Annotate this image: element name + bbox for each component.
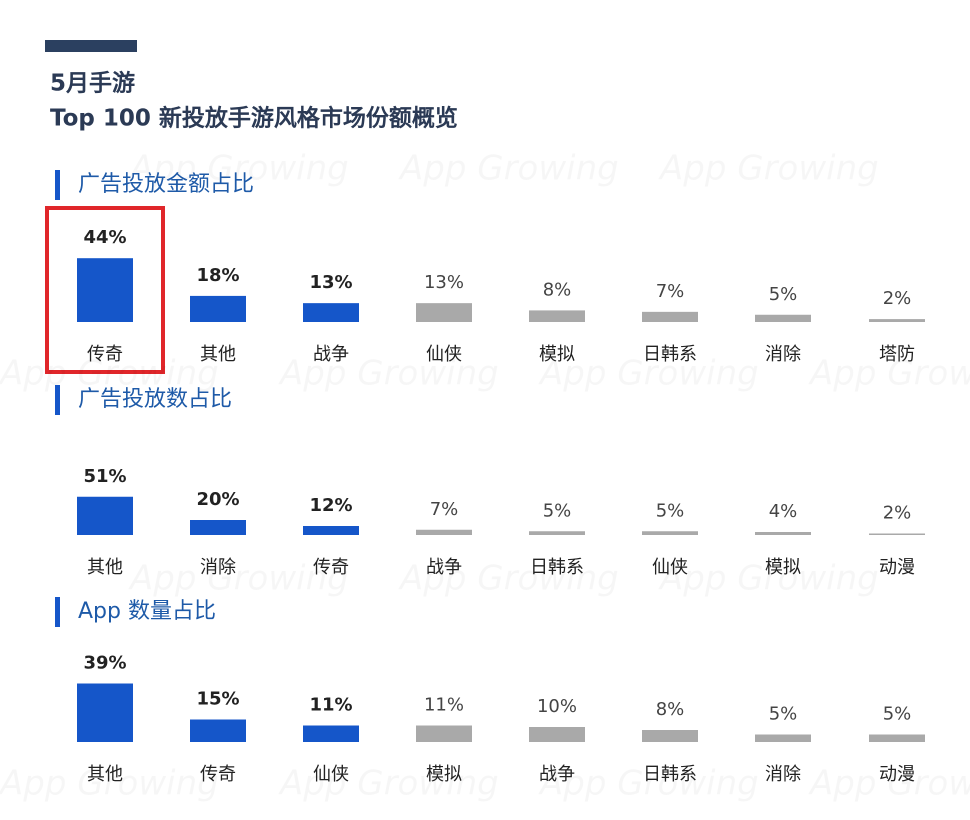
section-accent <box>55 597 60 627</box>
category-label: 传奇 <box>87 344 123 365</box>
highlight-box <box>45 206 165 374</box>
category-label: 日韩系 <box>643 344 697 365</box>
category-label: 模拟 <box>765 557 801 578</box>
category-label: 消除 <box>765 764 801 785</box>
value-label: 5% <box>656 500 685 521</box>
category-label: 战争 <box>313 344 349 365</box>
value-label: 5% <box>769 704 798 725</box>
category-label: 仙侠 <box>313 764 349 785</box>
watermark: App Growing <box>278 764 499 804</box>
bar <box>77 258 133 322</box>
category-label: 塔防 <box>879 344 915 365</box>
value-label: 15% <box>196 689 239 710</box>
value-label: 12% <box>309 495 352 516</box>
bar <box>190 719 246 742</box>
bar <box>869 734 925 742</box>
title-line1: 5月手游 <box>50 70 135 97</box>
category-label: 仙侠 <box>426 344 462 365</box>
watermark: App Growing <box>398 149 619 189</box>
bar <box>869 319 925 322</box>
section-accent <box>55 170 60 200</box>
section-title: 广告投放金额占比 <box>78 172 254 197</box>
bar <box>416 725 472 742</box>
value-label: 11% <box>309 695 352 716</box>
value-label: 5% <box>543 500 572 521</box>
category-label: 消除 <box>200 557 236 578</box>
bar <box>303 526 359 535</box>
bar <box>755 532 811 535</box>
bar <box>869 533 925 535</box>
section-accent <box>55 385 60 415</box>
bar <box>642 311 698 322</box>
value-label: 8% <box>543 279 572 300</box>
value-label: 51% <box>83 466 126 487</box>
value-label: 7% <box>430 499 459 520</box>
bar <box>416 303 472 322</box>
value-label: 18% <box>196 265 239 286</box>
category-label: 传奇 <box>200 764 236 785</box>
bar <box>77 683 133 742</box>
bar <box>755 314 811 322</box>
value-label: 5% <box>883 704 912 725</box>
value-label: 2% <box>883 503 912 524</box>
bar <box>755 734 811 742</box>
title-accent <box>45 40 137 52</box>
category-label: 战争 <box>426 557 462 578</box>
section-title: App 数量占比 <box>78 599 216 624</box>
bar <box>529 531 585 535</box>
bar <box>303 725 359 742</box>
value-label: 4% <box>769 501 798 522</box>
bar <box>529 727 585 742</box>
category-label: 仙侠 <box>652 557 688 578</box>
category-label: 模拟 <box>426 764 462 785</box>
value-label: 44% <box>83 227 126 248</box>
bar <box>190 295 246 322</box>
value-label: 39% <box>83 653 126 674</box>
section-title: 广告投放数占比 <box>78 387 232 412</box>
category-label: 其他 <box>87 557 123 578</box>
category-label: 传奇 <box>313 557 349 578</box>
value-label: 8% <box>656 699 685 720</box>
category-label: 日韩系 <box>530 557 584 578</box>
category-label: 其他 <box>200 344 236 365</box>
value-label: 20% <box>196 489 239 510</box>
category-label: 其他 <box>87 764 123 785</box>
watermark: App Growing <box>658 149 879 189</box>
category-label: 动漫 <box>879 557 915 578</box>
bar <box>77 496 133 535</box>
bar <box>529 310 585 322</box>
category-label: 消除 <box>765 344 801 365</box>
bar <box>416 529 472 535</box>
watermark: App Growing <box>278 354 499 394</box>
value-label: 10% <box>537 696 577 717</box>
value-label: 11% <box>424 695 464 716</box>
value-label: 2% <box>883 288 912 309</box>
value-label: 7% <box>656 281 685 302</box>
category-label: 日韩系 <box>643 764 697 785</box>
value-label: 13% <box>424 272 464 293</box>
title-line2: Top 100 新投放手游风格市场份额概览 <box>50 105 458 132</box>
category-label: 模拟 <box>539 344 575 365</box>
value-label: 13% <box>309 272 352 293</box>
category-label: 战争 <box>539 764 575 785</box>
bar <box>190 520 246 535</box>
bar <box>642 730 698 742</box>
bar <box>642 531 698 535</box>
value-label: 5% <box>769 284 798 305</box>
category-label: 动漫 <box>879 764 915 785</box>
bar <box>303 303 359 322</box>
